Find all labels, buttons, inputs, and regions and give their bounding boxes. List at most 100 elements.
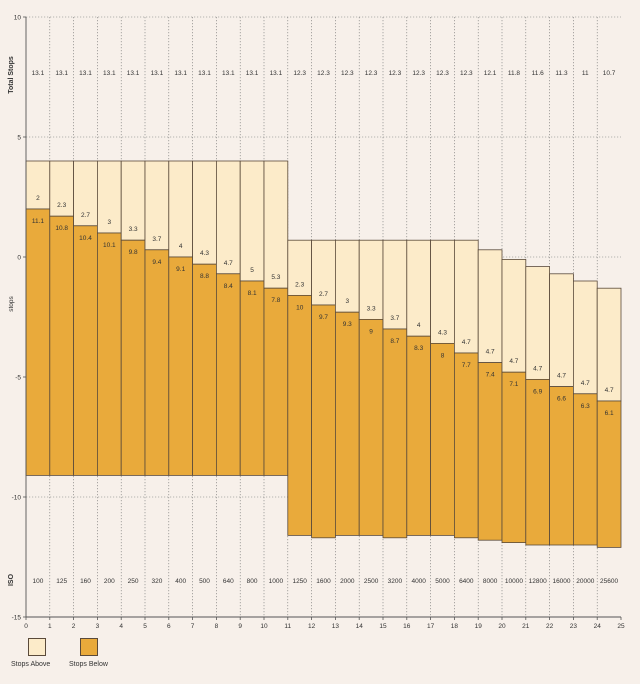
- legend-item-stops-above: Stops Above: [0, 638, 50, 668]
- x-tick-label: 17: [427, 623, 435, 630]
- data-label-stops-above: 4.7: [224, 260, 233, 267]
- legend-label-stops-below: Stops Below: [69, 661, 108, 668]
- total-stops-label: 11: [582, 70, 589, 77]
- total-stops-label: 13.1: [222, 70, 235, 77]
- data-label-stops-above: 2.7: [81, 212, 90, 219]
- bar-stops-below: [430, 342, 455, 536]
- y-tick-label: 5: [17, 135, 21, 142]
- total-stops-label: 13.1: [246, 70, 259, 77]
- bar-stops-below: [525, 378, 550, 546]
- x-tick-label: 15: [379, 623, 387, 630]
- bar-stops-below: [573, 393, 598, 546]
- data-label-stops-above: 3: [107, 219, 111, 226]
- total-stops-label: 11.3: [555, 70, 568, 77]
- x-tick-label: 5: [143, 623, 147, 630]
- data-label-stops-above: 3.3: [129, 226, 138, 233]
- x-tick-label: 2: [72, 623, 76, 630]
- iso-label: 250: [128, 578, 139, 585]
- data-label-stops-below: 8.7: [390, 338, 399, 345]
- x-tick-label: 16: [403, 623, 411, 630]
- data-label-stops-above: 2.3: [295, 281, 304, 288]
- iso-label: 10000: [505, 578, 523, 585]
- bar-stops-below: [25, 208, 51, 476]
- x-tick-label: 7: [191, 623, 195, 630]
- bar-stops-below: [501, 371, 527, 544]
- iso-label: 1600: [316, 578, 331, 585]
- data-label-stops-above: 4.7: [533, 365, 542, 372]
- total-stops-label: 12.3: [389, 70, 402, 77]
- bar-stops-below: [549, 386, 574, 546]
- total-stops-label: 13.1: [174, 70, 187, 77]
- row-label-total-stops: Total Stops: [8, 56, 15, 94]
- data-label-stops-below: 6.6: [557, 396, 566, 403]
- total-stops-label: 12.3: [460, 70, 473, 77]
- total-stops-label: 13.1: [79, 70, 92, 77]
- data-label-stops-above: 4: [417, 322, 421, 329]
- data-label-stops-below: 11.1: [32, 218, 45, 225]
- y-tick-label: -15: [12, 615, 22, 622]
- data-label-stops-above: 4.7: [581, 380, 590, 387]
- data-label-stops-above: 4.3: [200, 250, 209, 257]
- iso-label: 4000: [411, 578, 426, 585]
- bar-stops-above: [525, 266, 550, 380]
- iso-label: 2000: [340, 578, 355, 585]
- data-label-stops-above: 2.7: [319, 291, 328, 298]
- total-stops-label: 12.1: [484, 70, 497, 77]
- bar-stops-below: [477, 362, 503, 541]
- x-tick-label: 19: [475, 623, 483, 630]
- bar-stops-below: [192, 263, 217, 476]
- total-stops-label: 11.8: [508, 70, 521, 77]
- data-label-stops-below: 8.4: [224, 283, 233, 290]
- data-label-stops-above: 4.3: [438, 329, 447, 336]
- bar-stops-above: [501, 258, 527, 373]
- data-label-stops-below: 8.1: [248, 290, 257, 297]
- total-stops-label: 12.3: [341, 70, 354, 77]
- x-tick-label: 18: [451, 623, 459, 630]
- total-stops-label: 11.6: [532, 70, 545, 77]
- total-stops-label: 10.7: [603, 70, 616, 77]
- total-stops-label: 13.1: [32, 70, 45, 77]
- x-tick-label: 22: [546, 623, 554, 630]
- bar-stops-above: [477, 249, 503, 364]
- data-label-stops-below: 8: [441, 352, 445, 359]
- iso-label: 2500: [364, 578, 379, 585]
- x-tick-label: 1: [48, 623, 52, 630]
- data-label-stops-above: 3.3: [367, 305, 376, 312]
- bar-stops-below: [215, 273, 241, 476]
- total-stops-label: 12.3: [365, 70, 378, 77]
- y-tick-label: -5: [15, 375, 21, 382]
- iso-label: 25600: [600, 578, 618, 585]
- iso-label: 400: [175, 578, 186, 585]
- data-label-stops-above: 4.7: [462, 339, 471, 346]
- bar-stops-below: [287, 294, 312, 536]
- bar-stops-below: [49, 215, 74, 476]
- x-tick-label: 23: [570, 623, 578, 630]
- iso-label: 200: [104, 578, 115, 585]
- bar-stops-below: [453, 352, 479, 539]
- data-label-stops-below: 10: [296, 304, 304, 311]
- y-axis-label: stops: [8, 295, 15, 311]
- x-tick-label: 3: [96, 623, 100, 630]
- x-tick-label: 10: [260, 623, 268, 630]
- data-label-stops-below: 7.8: [271, 297, 280, 304]
- bar-stops-below: [334, 311, 360, 536]
- total-stops-label: 13.1: [55, 70, 68, 77]
- iso-label: 125: [56, 578, 67, 585]
- data-label-stops-below: 9: [369, 328, 373, 335]
- data-label-stops-above: 4.7: [486, 349, 495, 356]
- iso-label: 8000: [483, 578, 498, 585]
- bar-stops-below: [239, 280, 265, 476]
- x-tick-label: 13: [332, 623, 340, 630]
- bar-stops-below: [596, 400, 622, 548]
- x-tick-label: 0: [24, 623, 28, 630]
- iso-label: 3200: [388, 578, 403, 585]
- iso-label: 20000: [576, 578, 594, 585]
- bar-stops-below: [120, 239, 146, 476]
- x-tick-label: 12: [308, 623, 316, 630]
- x-tick-label: 21: [522, 623, 530, 630]
- iso-label: 640: [223, 578, 234, 585]
- y-tick-label: -10: [12, 495, 22, 502]
- y-tick-label: 0: [17, 255, 21, 262]
- data-label-stops-below: 8.3: [414, 345, 423, 352]
